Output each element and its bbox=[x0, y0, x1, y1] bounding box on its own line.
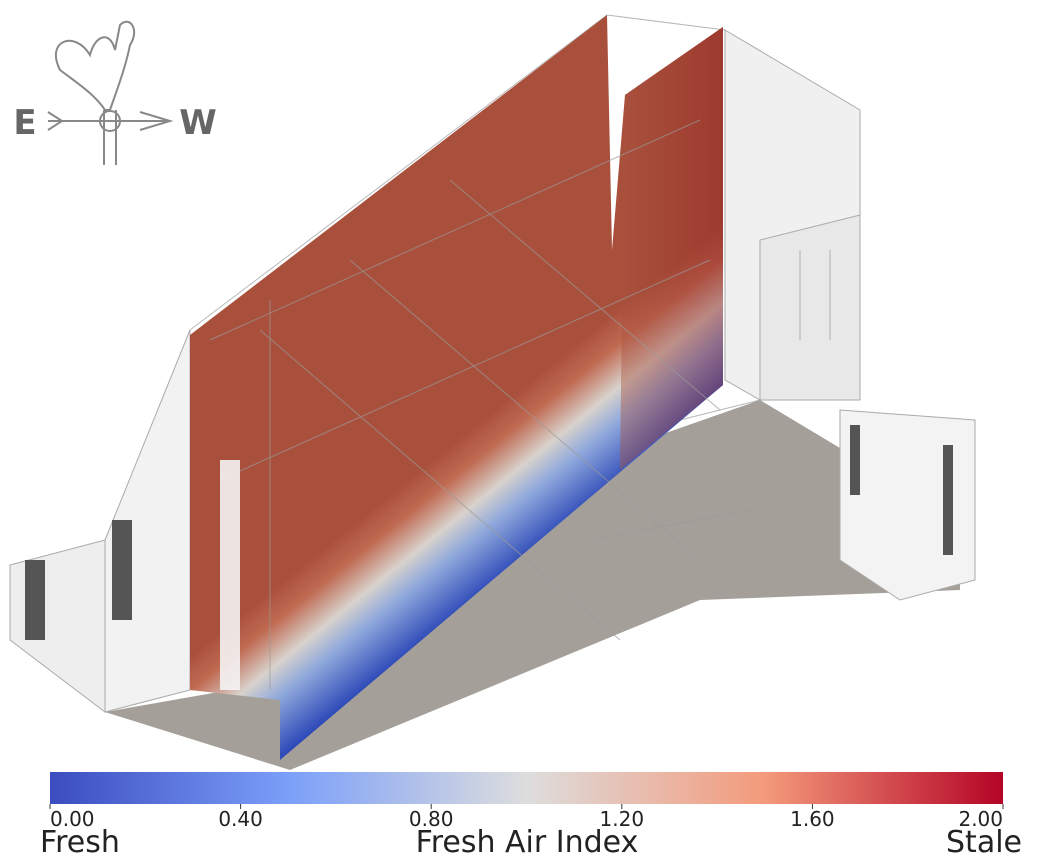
weather-vane bbox=[48, 22, 170, 165]
high-label: Stale bbox=[946, 825, 1022, 860]
tick-label: 1.60 bbox=[790, 807, 835, 831]
building bbox=[10, 15, 975, 770]
vane-west: W bbox=[179, 103, 217, 143]
scene: E W 0.000.400.801.201.602.00 Fresh Fresh… bbox=[0, 0, 1040, 862]
tick-label: 0.40 bbox=[218, 807, 263, 831]
low-label: Fresh bbox=[40, 825, 120, 860]
vane-east: E bbox=[13, 103, 36, 143]
colorbar-title: Fresh Air Index bbox=[416, 825, 639, 860]
colorbar bbox=[50, 772, 1003, 804]
